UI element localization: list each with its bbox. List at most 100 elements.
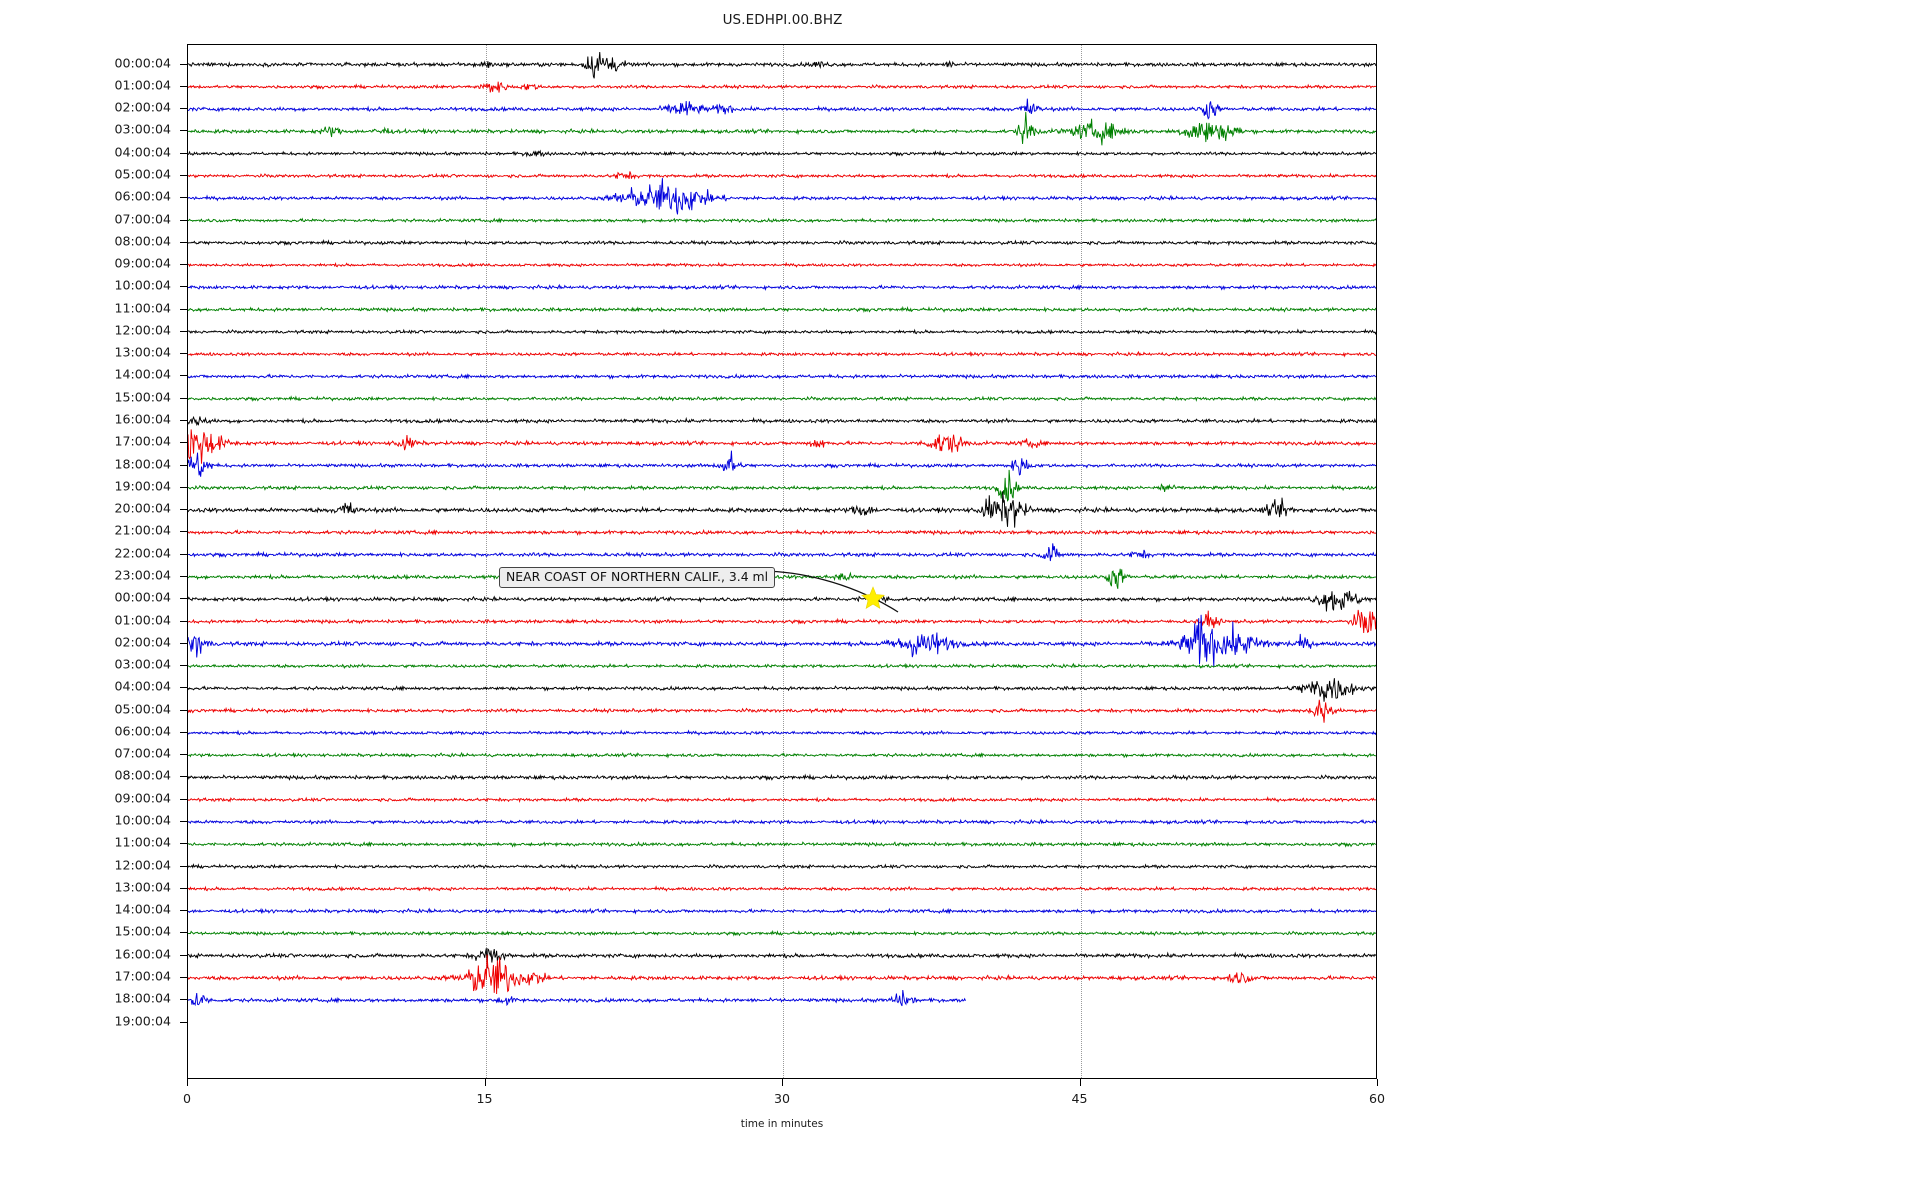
waveform-row-17 bbox=[188, 429, 1377, 463]
x-tick-label-30: 30 bbox=[773, 1091, 791, 1106]
y-tick-label-27: 03:00:04 bbox=[114, 656, 171, 672]
waveform-row-10 bbox=[188, 285, 1377, 290]
waveform-row-7 bbox=[188, 219, 1377, 223]
waveform-row-8 bbox=[188, 241, 1377, 245]
y-tick-label-35: 11:00:04 bbox=[114, 835, 171, 850]
y-tick-mark-29 bbox=[179, 709, 188, 711]
y-tick-mark-0 bbox=[179, 63, 188, 65]
y-tick-label-43: 19:00:04 bbox=[114, 1013, 171, 1029]
x-axis-label: time in minutes bbox=[740, 1118, 824, 1130]
y-tick-label-25: 01:00:04 bbox=[114, 612, 171, 628]
y-tick-label-10: 10:00:04 bbox=[114, 278, 171, 293]
waveform-row-20 bbox=[188, 491, 1377, 527]
y-tick-mark-13 bbox=[179, 353, 188, 355]
y-tick-mark-20 bbox=[179, 509, 188, 511]
y-tick-mark-14 bbox=[179, 375, 188, 377]
waveform-row-26 bbox=[188, 615, 1377, 667]
y-tick-mark-7 bbox=[179, 219, 188, 221]
x-axis-ticks: 0 15 30 45 60 bbox=[0, 1079, 1920, 1139]
waveform-row-9 bbox=[188, 263, 1377, 267]
y-tick-mark-18 bbox=[179, 464, 188, 466]
y-tick-label-17: 17:00:04 bbox=[114, 433, 171, 449]
waveform-row-39 bbox=[188, 931, 1377, 935]
x-tick-mark-15 bbox=[484, 1079, 486, 1086]
waveform-row-30 bbox=[188, 731, 1377, 735]
waveform-row-16 bbox=[188, 416, 1377, 425]
y-tick-label-3: 03:00:04 bbox=[114, 122, 171, 137]
y-tick-mark-9 bbox=[179, 264, 188, 265]
x-tick-label-60: 60 bbox=[1368, 1091, 1386, 1106]
y-tick-mark-6 bbox=[179, 197, 188, 199]
gridline-x-15 bbox=[485, 45, 487, 1078]
waveform-row-32 bbox=[188, 775, 1377, 779]
y-tick-label-0: 00:00:04 bbox=[114, 55, 171, 71]
waveform-row-36 bbox=[188, 865, 1377, 869]
y-tick-mark-24 bbox=[179, 598, 188, 600]
x-tick-mark-0 bbox=[187, 1079, 188, 1086]
waveform-row-14 bbox=[188, 374, 1377, 378]
y-tick-label-12: 12:00:04 bbox=[114, 322, 171, 338]
y-tick-mark-39 bbox=[179, 932, 188, 934]
y-tick-mark-25 bbox=[179, 620, 188, 622]
y-tick-mark-2 bbox=[179, 108, 188, 110]
y-tick-mark-33 bbox=[179, 798, 188, 800]
event-annotation-label: NEAR COAST OF NORTHERN CALIF., 3.4 ml bbox=[499, 567, 776, 589]
y-tick-label-28: 04:00:04 bbox=[114, 679, 171, 694]
y-tick-label-7: 07:00:04 bbox=[114, 211, 171, 227]
y-tick-mark-38 bbox=[179, 910, 188, 912]
waveform-row-6 bbox=[188, 178, 1377, 214]
y-tick-mark-10 bbox=[179, 286, 188, 288]
y-tick-label-1: 01:00:04 bbox=[114, 77, 171, 93]
y-tick-mark-11 bbox=[179, 308, 188, 310]
y-tick-label-14: 14:00:04 bbox=[114, 367, 171, 383]
waveform-row-29 bbox=[188, 700, 1377, 723]
waveform-row-4 bbox=[188, 151, 1377, 156]
waveform-row-34 bbox=[188, 820, 1377, 825]
x-tick-mark-60 bbox=[1377, 1079, 1378, 1086]
y-tick-mark-1 bbox=[179, 85, 188, 87]
y-tick-label-9: 09:00:04 bbox=[114, 255, 171, 271]
y-tick-mark-35 bbox=[179, 843, 188, 845]
waveform-row-37 bbox=[188, 887, 1377, 891]
y-tick-mark-42 bbox=[179, 999, 188, 1001]
waveform-row-3 bbox=[188, 112, 1377, 145]
waveform-row-5 bbox=[188, 171, 1377, 179]
waveform-row-1 bbox=[188, 82, 1377, 93]
y-tick-label-19: 19:00:04 bbox=[114, 478, 171, 494]
y-tick-label-2: 02:00:04 bbox=[114, 99, 171, 115]
page-title: US.EDHPI.00.BHZ bbox=[722, 12, 843, 28]
y-tick-label-16: 16:00:04 bbox=[114, 411, 171, 427]
y-tick-mark-3 bbox=[179, 130, 188, 132]
x-tick-label-45: 45 bbox=[1071, 1091, 1088, 1106]
y-tick-label-29: 05:00:04 bbox=[114, 701, 171, 717]
y-tick-mark-34 bbox=[179, 821, 188, 822]
gridline-x-45 bbox=[1080, 45, 1082, 1078]
y-tick-label-38: 14:00:04 bbox=[114, 901, 171, 917]
y-tick-mark-30 bbox=[179, 731, 188, 733]
earthquake-epicenter-star-icon[interactable] bbox=[861, 586, 886, 610]
y-tick-mark-15 bbox=[179, 397, 188, 399]
waveform-row-28 bbox=[188, 678, 1377, 702]
waveform-row-11 bbox=[188, 308, 1377, 312]
y-tick-label-4: 04:00:04 bbox=[114, 144, 171, 160]
gridline-x-30 bbox=[783, 45, 784, 1078]
y-tick-label-6: 06:00:04 bbox=[114, 188, 171, 204]
y-tick-label-15: 15:00:04 bbox=[114, 389, 171, 405]
y-tick-label-5: 05:00:04 bbox=[114, 166, 171, 182]
waveform-row-25 bbox=[188, 610, 1377, 633]
y-tick-label-41: 17:00:04 bbox=[114, 968, 171, 984]
plot-area bbox=[187, 44, 1377, 1079]
y-tick-label-8: 08:00:04 bbox=[114, 233, 171, 249]
y-tick-mark-37 bbox=[179, 887, 188, 889]
waveform-row-22 bbox=[188, 543, 1377, 561]
y-tick-mark-8 bbox=[179, 241, 188, 243]
waveform-row-42 bbox=[188, 990, 965, 1006]
y-tick-label-33: 09:00:04 bbox=[114, 790, 171, 806]
y-axis-tick-marks bbox=[0, 0, 200, 1200]
y-tick-label-31: 07:00:04 bbox=[114, 745, 171, 761]
waveform-row-21 bbox=[188, 530, 1377, 534]
waveform-row-35 bbox=[188, 842, 1377, 846]
y-tick-label-40: 16:00:04 bbox=[114, 946, 171, 962]
x-tick-label-0: 0 bbox=[182, 1091, 192, 1106]
